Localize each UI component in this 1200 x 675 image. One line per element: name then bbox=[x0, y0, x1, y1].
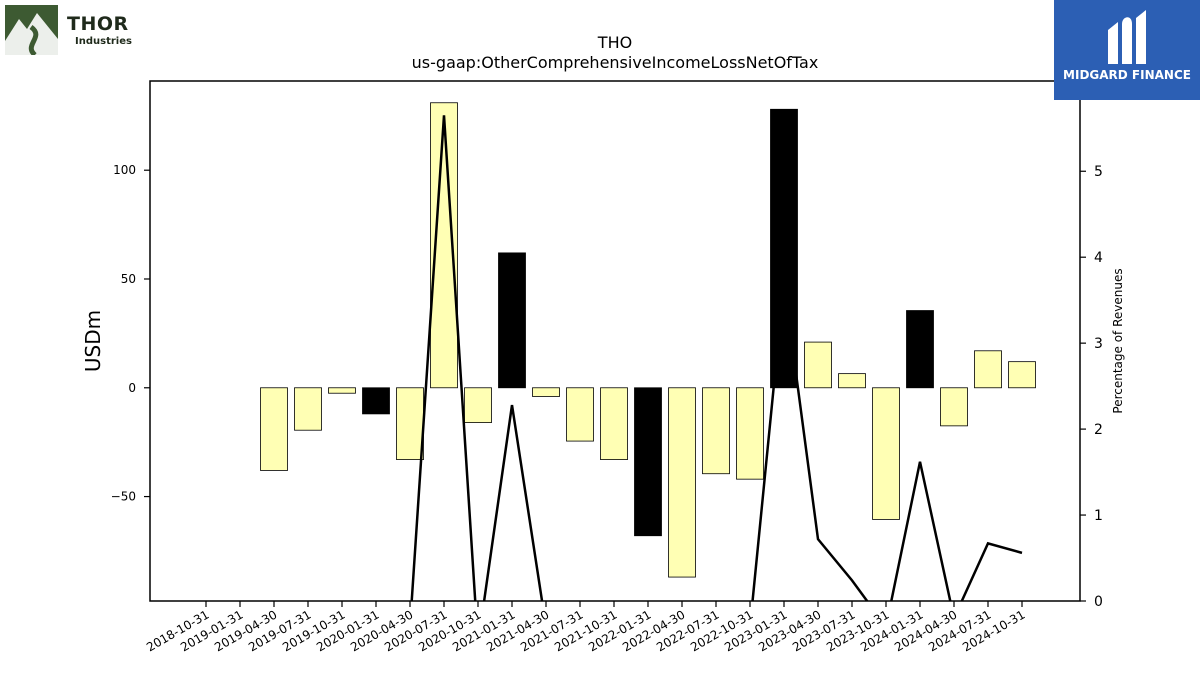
y-tick-label: 0 bbox=[128, 381, 136, 395]
plot-frame bbox=[149, 80, 1081, 602]
bar-2019-04-30 bbox=[260, 387, 288, 471]
brand-left-sub: Industries bbox=[75, 36, 132, 47]
bar-2024-10-31 bbox=[1008, 361, 1036, 389]
ratio-line-segment-1 bbox=[410, 115, 544, 601]
y-tick-label: 50 bbox=[121, 272, 136, 286]
y2-tick-label: 4 bbox=[1094, 250, 1103, 266]
bar-2021-04-30 bbox=[532, 387, 560, 397]
line-layer bbox=[410, 115, 1023, 601]
y2-tick-label: 2 bbox=[1094, 422, 1103, 438]
bar-2019-10-31 bbox=[328, 387, 356, 394]
chart-title: THO bbox=[597, 33, 632, 52]
bar-2022-07-31 bbox=[702, 387, 730, 475]
brand-left-name: THOR bbox=[67, 13, 129, 35]
bar-2020-10-31 bbox=[464, 387, 492, 423]
y-axis-right: 0 1 2 3 4 5 bbox=[1080, 164, 1103, 610]
bar-2023-10-31 bbox=[872, 387, 900, 520]
bar-2020-01-31 bbox=[362, 387, 390, 415]
y2-tick-label: 0 bbox=[1094, 594, 1103, 610]
y-tick-label: −50 bbox=[111, 490, 136, 504]
bars-layer bbox=[260, 102, 1036, 578]
bar-2023-07-31 bbox=[838, 373, 866, 389]
midgard-emblem-icon bbox=[1108, 10, 1146, 64]
bar-2020-04-30 bbox=[396, 387, 424, 460]
bar-2022-10-31 bbox=[736, 387, 764, 480]
y2-tick-label: 1 bbox=[1094, 508, 1103, 524]
bar-2021-10-31 bbox=[600, 387, 628, 460]
bar-2019-07-31 bbox=[294, 387, 322, 431]
bar-2022-01-31 bbox=[634, 387, 662, 537]
bar-2022-04-30 bbox=[668, 387, 696, 578]
bar-2023-04-30 bbox=[804, 341, 832, 389]
y2-tick-label: 3 bbox=[1094, 336, 1103, 352]
bar-2024-01-31 bbox=[906, 310, 934, 389]
y2-tick-label: 5 bbox=[1094, 164, 1103, 180]
brand-right-name: MIDGARD FINANCE bbox=[1063, 68, 1191, 82]
mountain-road-icon bbox=[5, 5, 58, 57]
y-axis-left: −50 0 50 100 bbox=[111, 163, 150, 504]
thor-logo: THOR Industries bbox=[5, 5, 135, 57]
x-axis: 2018-10-312019-01-312019-04-302019-07-31… bbox=[144, 601, 1028, 654]
y-tick-label: 100 bbox=[113, 163, 136, 177]
bar-2024-07-31 bbox=[974, 350, 1002, 389]
chart-subtitle: us-gaap:OtherComprehensiveIncomeLossNetO… bbox=[412, 53, 819, 72]
y2-axis-label: Percentage of Revenues bbox=[1111, 268, 1125, 413]
bar-2021-01-31 bbox=[498, 252, 526, 389]
ratio-line-segment-2 bbox=[751, 282, 1023, 601]
midgard-logo: MIDGARD FINANCE bbox=[1054, 0, 1200, 100]
bar-2024-04-30 bbox=[940, 387, 968, 427]
bar-2021-07-31 bbox=[566, 387, 594, 442]
y-axis-label: USDm bbox=[81, 310, 105, 372]
